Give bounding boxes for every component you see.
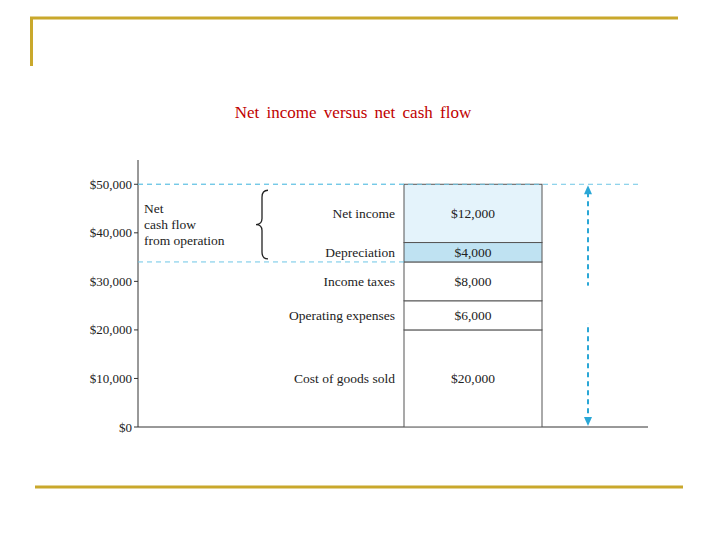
y-tick: [134, 427, 138, 428]
segment-name: Net income: [332, 206, 395, 221]
bar-segment: [404, 330, 542, 427]
data-label: $20,000: [451, 371, 495, 386]
bar-segment: [404, 243, 542, 262]
y-tick-label: $30,000: [90, 274, 132, 289]
segment-name: Income taxes: [323, 274, 395, 289]
y-tick: [134, 378, 138, 379]
title: Net income versus net cash flow: [235, 103, 472, 122]
frame-top: [30, 17, 678, 20]
segment-name: Operating expenses: [289, 308, 395, 323]
bar-segment: [404, 301, 542, 330]
dashed-guide: [138, 261, 404, 262]
frame-left: [30, 17, 33, 66]
data-label: $6,000: [454, 308, 491, 323]
chart: Net income versus net cash flow $0 $10,000…: [0, 0, 720, 540]
bar-segment: [404, 262, 542, 301]
brace-label: from operation: [144, 233, 225, 248]
brace-label: cash flow: [144, 217, 196, 232]
y-axis: [138, 160, 139, 427]
y-tick-label: $20,000: [90, 322, 132, 337]
y-tick-label: $40,000: [90, 225, 132, 240]
labels: Cost of goods sold $20,000 Operating expen…: [144, 201, 612, 386]
label-background: [560, 286, 620, 324]
arrow-head: [584, 417, 592, 426]
brace: [256, 190, 268, 259]
y-tick-label: $0: [119, 420, 132, 435]
arrow-head: [584, 185, 592, 194]
y-tick-label: $10,000: [90, 371, 132, 386]
bar-segment: [404, 184, 542, 242]
frame-bottom: [35, 486, 683, 489]
segment-name: Cost of goods sold: [294, 371, 395, 386]
bars: [404, 184, 542, 427]
data-label: $4,000: [454, 245, 491, 260]
y-tick: [134, 329, 138, 330]
y-tick: [134, 232, 138, 233]
dashed-guide: [138, 184, 638, 185]
y-tick-label: $50,000: [90, 177, 132, 192]
brace-label: Net: [144, 201, 164, 216]
segment-name: Depreciation: [325, 245, 395, 260]
y-tick: [134, 184, 138, 185]
data-label: $8,000: [454, 274, 491, 289]
data-label: $12,000: [451, 206, 495, 221]
y-tick: [134, 281, 138, 282]
x-axis: [138, 427, 648, 428]
